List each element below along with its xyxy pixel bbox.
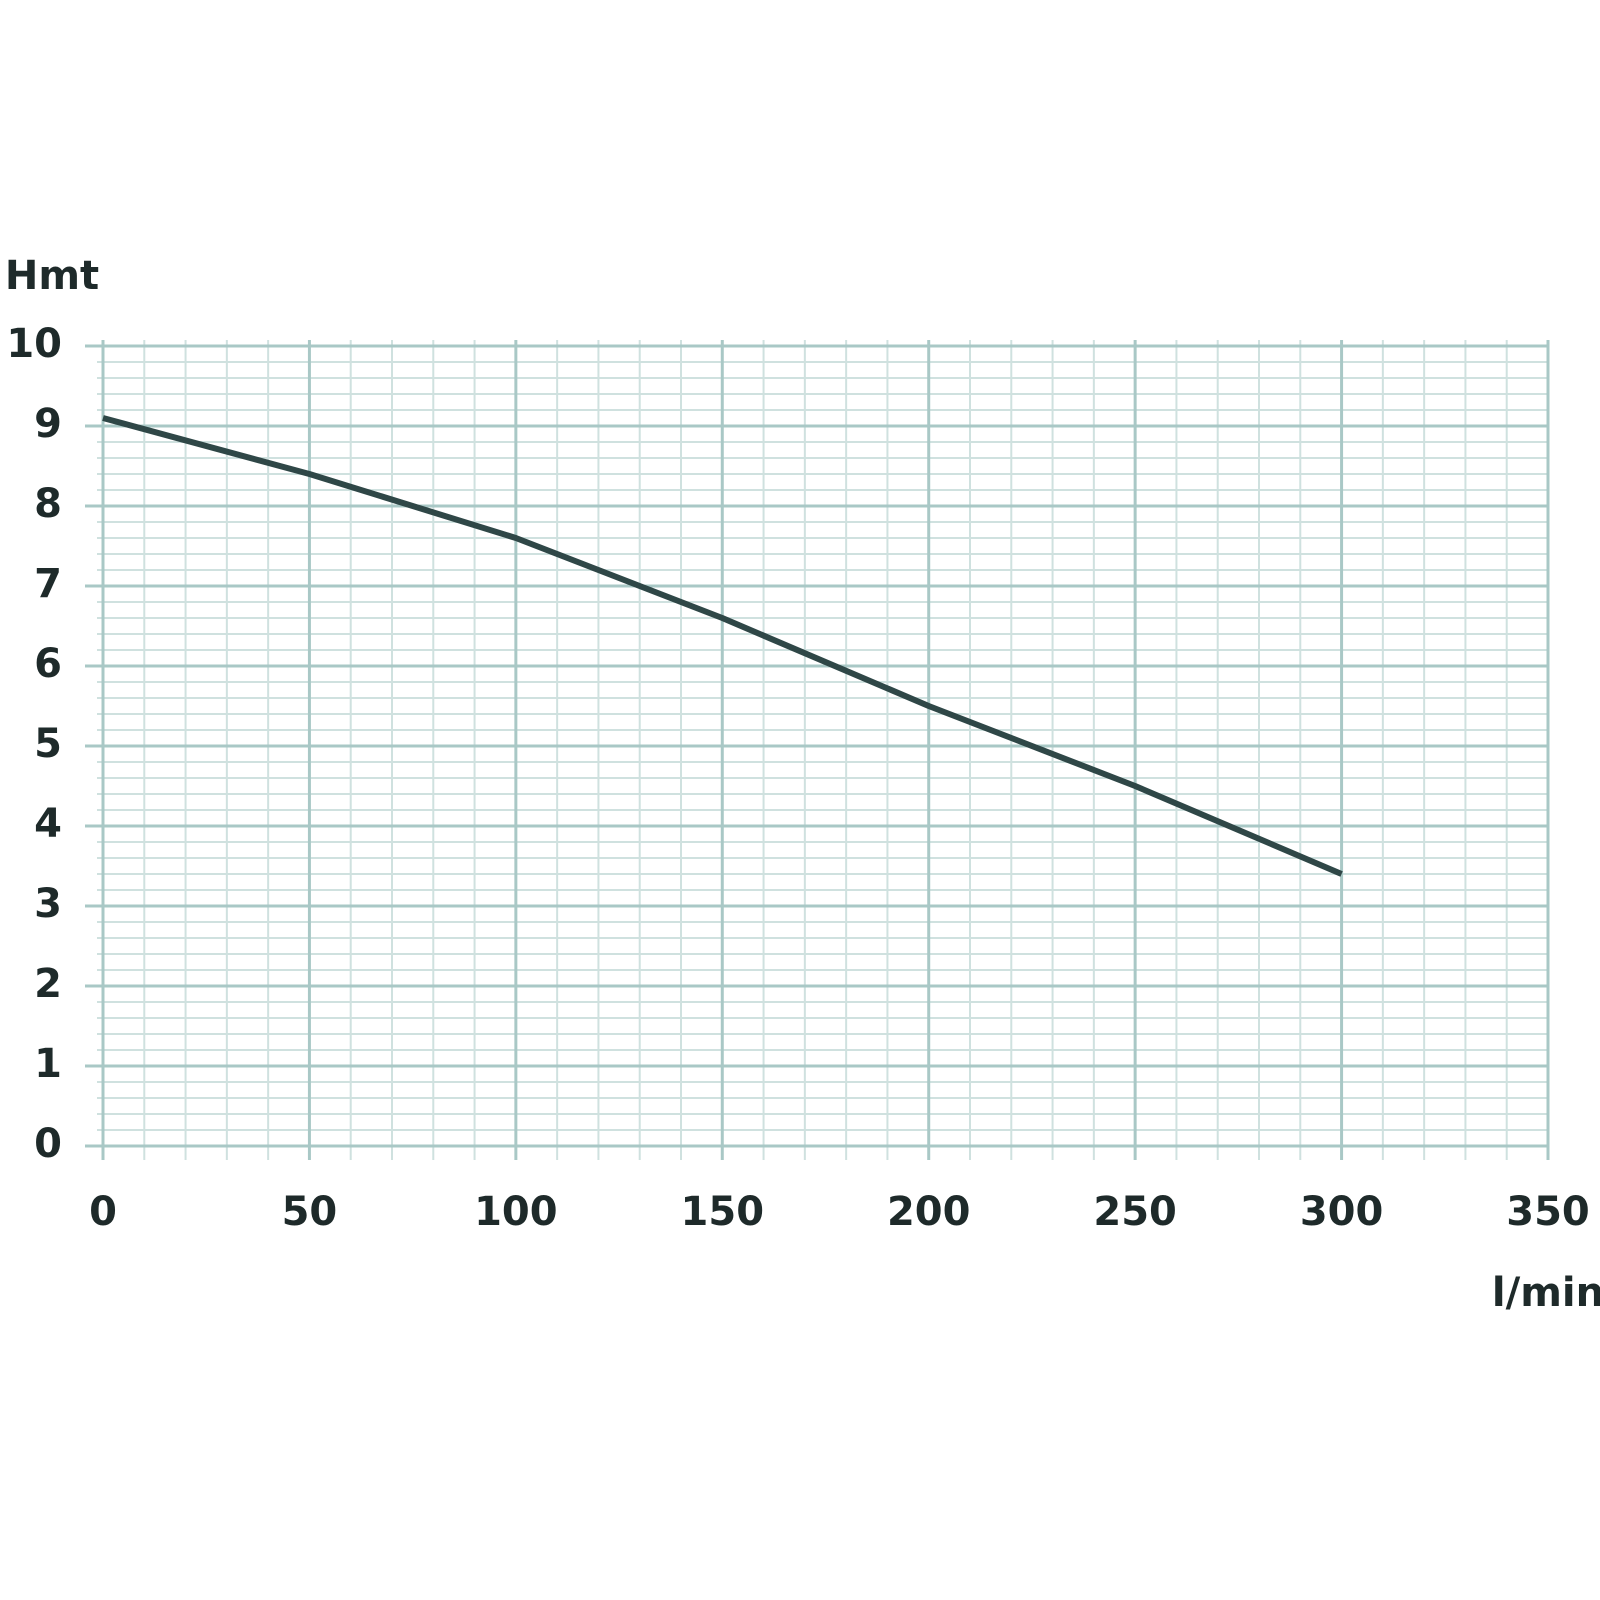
y-tick-label: 7	[34, 561, 62, 607]
y-tick-label: 8	[34, 481, 62, 527]
x-tick-label: 250	[1093, 1189, 1177, 1235]
y-tick-label: 3	[34, 881, 62, 927]
x-tick-label: 300	[1300, 1189, 1384, 1235]
x-tick-label: 50	[282, 1189, 338, 1235]
y-tick-label: 4	[34, 801, 62, 847]
y-tick-label: 9	[34, 401, 62, 447]
curve	[102, 415, 1343, 877]
y-tick-label: 6	[34, 641, 62, 687]
x-tick-label: 350	[1506, 1189, 1590, 1235]
y-tick-label: 0	[34, 1121, 62, 1167]
y-tick-label: 2	[34, 961, 62, 1007]
x-tick-label: 200	[887, 1189, 971, 1235]
y-axis-label: Hmt	[5, 253, 99, 299]
minor-grid	[97, 340, 1548, 1160]
x-axis-label: l/min	[1492, 1270, 1600, 1316]
x-tick-label: 0	[89, 1189, 117, 1235]
x-tick-label: 150	[681, 1189, 765, 1235]
x-tick-label: 100	[474, 1189, 558, 1235]
y-tick-label: 1	[34, 1041, 62, 1087]
y-tick-label: 5	[34, 721, 62, 767]
y-tick-label: 10	[6, 321, 62, 367]
